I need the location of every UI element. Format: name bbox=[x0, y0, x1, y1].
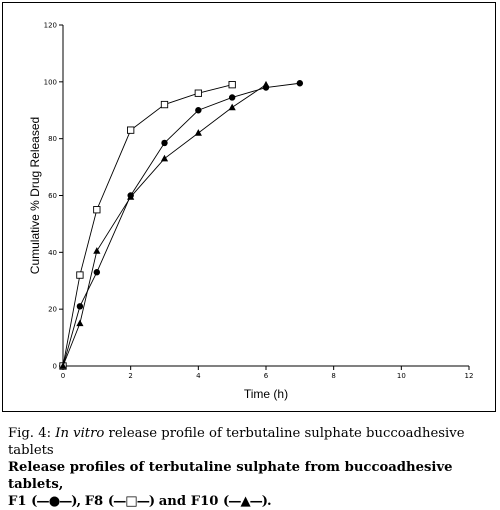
caption-title-italic: In vitro bbox=[55, 426, 105, 441]
caption-fig-label: Fig. 4: bbox=[8, 426, 52, 441]
figure-caption: Fig. 4: In vitro release profile of terb… bbox=[8, 425, 496, 510]
y-tick-label: 120 bbox=[44, 22, 57, 30]
caption-subtitle-text: Release profiles of terbutaline sulphate… bbox=[8, 460, 453, 492]
point-f1 bbox=[228, 94, 236, 101]
release-profile-chart: 0 20 40 60 80 100 120 0 2 4 6 8 10 12 Time (h) Cumulati… bbox=[28, 22, 474, 402]
y-tick-label: 100 bbox=[44, 78, 57, 86]
x-tick-label: 12 bbox=[465, 372, 474, 380]
point-f10 bbox=[228, 103, 236, 111]
chart-frame: 0 20 40 60 80 100 120 0 2 4 6 8 10 12 Time (h) Cumulati… bbox=[2, 2, 496, 412]
series-line-f10 bbox=[62, 84, 267, 367]
caption-subtitle: Release profiles of terbutaline sulphate… bbox=[8, 459, 496, 510]
point-f10 bbox=[93, 247, 101, 254]
point-f8 bbox=[194, 89, 202, 97]
point-f8 bbox=[127, 126, 135, 134]
point-f10 bbox=[194, 129, 202, 136]
point-f1 bbox=[161, 139, 168, 147]
point-f10 bbox=[262, 80, 270, 88]
caption-title-rest: release profile of terbutaline sulphate … bbox=[8, 426, 465, 458]
caption-f1-label: F1 bbox=[8, 494, 27, 509]
point-f8 bbox=[228, 81, 236, 89]
point-f1 bbox=[76, 303, 84, 310]
caption-f8-label: F8 bbox=[84, 494, 104, 509]
caption-and-word: and bbox=[158, 494, 187, 509]
y-tick-label: 60 bbox=[48, 192, 57, 200]
point-f10 bbox=[76, 319, 84, 327]
x-axis-title: Time (h) bbox=[244, 387, 288, 401]
caption-f10-glyph: (—▲—). bbox=[223, 494, 272, 509]
point-f8 bbox=[76, 271, 84, 279]
point-f1 bbox=[93, 269, 101, 276]
point-f10 bbox=[59, 362, 67, 369]
x-tick-label: 8 bbox=[331, 372, 335, 380]
point-f8 bbox=[160, 100, 169, 109]
caption-f10-label: F10 bbox=[190, 494, 219, 509]
x-tick-label: 10 bbox=[397, 372, 406, 380]
y-tick-label: 20 bbox=[48, 306, 57, 314]
x-tick-label: 2 bbox=[128, 372, 132, 380]
x-tick-label: 0 bbox=[61, 372, 65, 380]
y-axis-title: Cumulative % Drug Released bbox=[28, 117, 42, 274]
point-f10 bbox=[127, 193, 135, 200]
point-f1 bbox=[195, 107, 202, 114]
x-tick-label: 6 bbox=[264, 372, 269, 380]
y-tick-label: 80 bbox=[48, 135, 57, 143]
point-f1 bbox=[296, 80, 304, 87]
y-tick-label: 0 bbox=[53, 363, 57, 371]
series-line-f1 bbox=[62, 82, 300, 367]
point-f8 bbox=[93, 206, 101, 214]
y-tick-label: 40 bbox=[48, 249, 57, 257]
caption-f8-glyph: (—□—) bbox=[107, 494, 155, 509]
caption-f1-glyph: (—●—), bbox=[31, 494, 81, 509]
caption-title: Fig. 4: In vitro release profile of terb… bbox=[8, 425, 496, 459]
point-f10 bbox=[160, 154, 169, 162]
x-tick-label: 4 bbox=[196, 372, 201, 380]
